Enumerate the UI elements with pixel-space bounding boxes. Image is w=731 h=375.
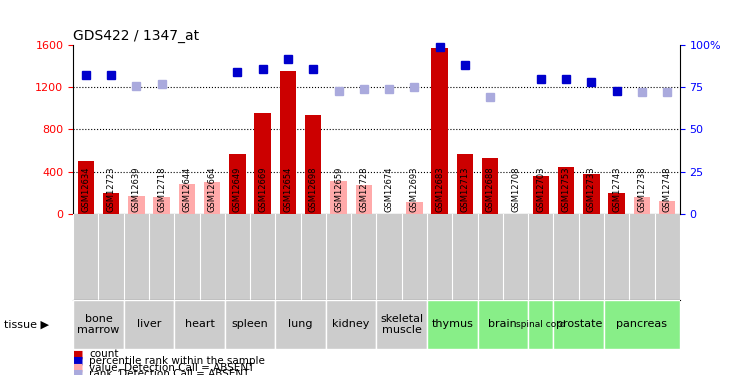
Text: ■: ■: [73, 356, 83, 366]
Bar: [427, 300, 477, 349]
Bar: [553, 300, 604, 349]
Bar: [174, 300, 225, 349]
Text: pancreas: pancreas: [616, 320, 667, 329]
Text: percentile rank within the sample: percentile rank within the sample: [89, 356, 265, 366]
Bar: [103, 193, 119, 214]
Text: prostate: prostate: [556, 320, 602, 329]
Bar: [482, 158, 499, 214]
Bar: [477, 300, 528, 349]
Text: bone
marrow: bone marrow: [77, 314, 120, 335]
Text: thymus: thymus: [431, 320, 473, 329]
Bar: [77, 161, 94, 214]
Bar: [604, 300, 680, 349]
Text: liver: liver: [137, 320, 161, 329]
Bar: [457, 154, 473, 214]
Bar: [376, 300, 427, 349]
Bar: [355, 185, 372, 214]
Text: brain: brain: [488, 320, 518, 329]
Bar: [431, 48, 448, 214]
Text: heart: heart: [184, 320, 214, 329]
Text: kidney: kidney: [333, 320, 370, 329]
Bar: [634, 197, 650, 214]
Text: ■: ■: [73, 369, 83, 375]
Bar: [528, 300, 553, 349]
Text: rank, Detection Call = ABSENT: rank, Detection Call = ABSENT: [89, 369, 249, 375]
Bar: [280, 71, 296, 214]
Text: GDS422 / 1347_at: GDS422 / 1347_at: [73, 28, 200, 43]
Bar: [254, 112, 271, 214]
Bar: [204, 182, 220, 214]
Bar: [230, 154, 246, 214]
Bar: [154, 197, 170, 214]
Text: spleen: spleen: [232, 320, 268, 329]
Text: spinal cord: spinal cord: [516, 320, 566, 329]
Text: value, Detection Call = ABSENT: value, Detection Call = ABSENT: [89, 363, 254, 372]
Bar: [276, 300, 326, 349]
Text: skeletal
muscle: skeletal muscle: [380, 314, 423, 335]
Text: ■: ■: [73, 350, 83, 359]
Text: ■: ■: [73, 363, 83, 372]
Bar: [608, 193, 625, 214]
Bar: [225, 300, 276, 349]
Bar: [558, 167, 575, 214]
Bar: [73, 300, 124, 349]
Bar: [128, 196, 145, 214]
Bar: [406, 202, 423, 214]
Bar: [305, 115, 322, 214]
Bar: [326, 300, 376, 349]
Bar: [124, 300, 174, 349]
Bar: [533, 176, 549, 214]
Text: lung: lung: [288, 320, 313, 329]
Bar: [659, 201, 675, 214]
Bar: [330, 181, 346, 214]
Text: count: count: [89, 350, 118, 359]
Bar: [583, 174, 599, 214]
Bar: [178, 184, 195, 214]
Text: tissue ▶: tissue ▶: [4, 320, 49, 329]
